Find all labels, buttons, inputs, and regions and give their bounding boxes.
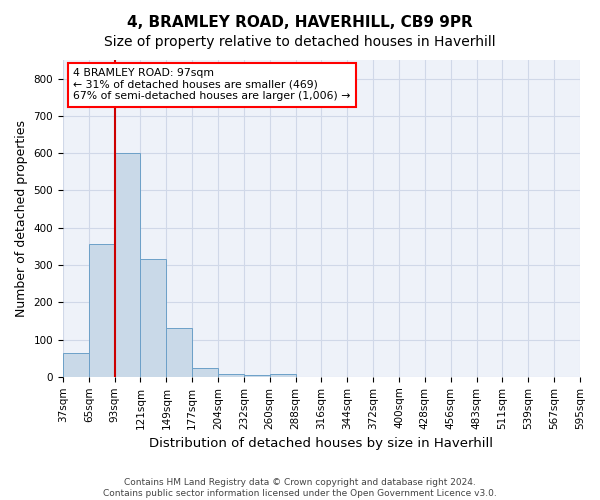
X-axis label: Distribution of detached houses by size in Haverhill: Distribution of detached houses by size … [149, 437, 493, 450]
Bar [270, 374, 296, 377]
Bar [192, 368, 218, 377]
Bar [140, 260, 166, 377]
Text: Contains HM Land Registry data © Crown copyright and database right 2024.
Contai: Contains HM Land Registry data © Crown c… [103, 478, 497, 498]
Y-axis label: Number of detached properties: Number of detached properties [15, 120, 28, 317]
Text: Size of property relative to detached houses in Haverhill: Size of property relative to detached ho… [104, 35, 496, 49]
Bar [63, 352, 89, 377]
Bar [115, 153, 140, 377]
Bar [218, 374, 244, 377]
Text: 4 BRAMLEY ROAD: 97sqm
← 31% of detached houses are smaller (469)
67% of semi-det: 4 BRAMLEY ROAD: 97sqm ← 31% of detached … [73, 68, 350, 101]
Bar [166, 328, 192, 377]
Bar [89, 244, 115, 377]
Text: 4, BRAMLEY ROAD, HAVERHILL, CB9 9PR: 4, BRAMLEY ROAD, HAVERHILL, CB9 9PR [127, 15, 473, 30]
Bar [244, 374, 270, 377]
